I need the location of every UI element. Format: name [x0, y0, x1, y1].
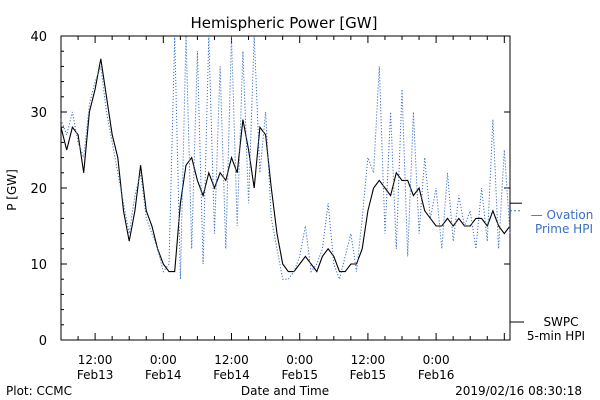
ovation-prime-hpi-line	[60, 35, 511, 281]
chart-title: Hemispheric Power [GW]	[191, 14, 378, 32]
swpc-5min-hpi-line	[60, 58, 511, 273]
series-lines	[60, 35, 524, 323]
x-tick-label-date: Feb16	[418, 368, 455, 382]
y-tick-label: 20	[30, 182, 47, 197]
legend-ovation-line2: Prime HPI	[535, 222, 593, 236]
plot-area	[60, 35, 511, 341]
x-tick-label-date: Feb14	[145, 368, 182, 382]
x-tick-label-time: 12:00	[78, 353, 113, 367]
plot-timestamp: 2019/02/16 08:30:18	[455, 384, 582, 398]
x-axis-ticks: 12:00Feb130:00Feb1412:00Feb140:00Feb1512…	[60, 36, 505, 382]
y-tick-label: 10	[30, 258, 47, 273]
x-tick-label-time: 0:00	[150, 353, 177, 367]
y-tick-label: 40	[30, 30, 47, 45]
x-tick-label-date: Feb15	[281, 368, 318, 382]
legend-swpc-line1: SWPC	[543, 315, 578, 329]
legend-swpc-line2: 5-min HPI	[527, 329, 585, 343]
x-tick-label-time: 0:00	[286, 353, 313, 367]
y-tick-label: 30	[30, 106, 47, 121]
x-tick-label-date: Feb15	[350, 368, 387, 382]
x-axis-label: Date and Time	[241, 384, 329, 398]
y-tick-label: 0	[39, 334, 47, 349]
x-tick-label-time: 12:00	[214, 353, 249, 367]
x-tick-label-time: 12:00	[351, 353, 386, 367]
plot-frame	[60, 35, 511, 341]
y-axis-label: P [GW]	[5, 169, 19, 211]
x-tick-label-date: Feb13	[77, 368, 114, 382]
y-axis-ticks: 0 10 20 30 40	[30, 30, 510, 349]
x-tick-label-date: Feb14	[213, 368, 250, 382]
x-tick-label-time: 0:00	[423, 353, 450, 367]
plot-credit: Plot: CCMC	[6, 384, 72, 398]
legend-ovation-line1: — Ovation	[531, 208, 594, 222]
